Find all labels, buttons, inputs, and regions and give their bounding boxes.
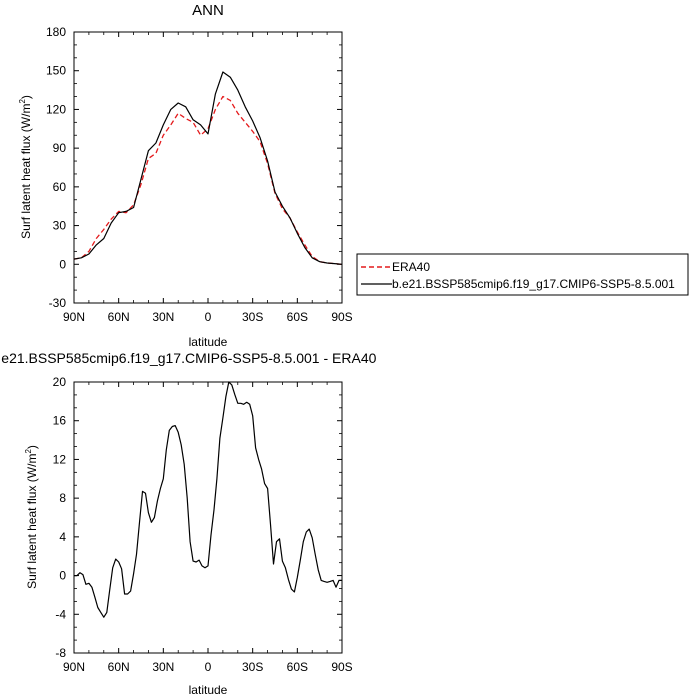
y-tick-label: 0 (59, 257, 66, 271)
top-y-label-main: Surf latent heat flux (W/m (19, 104, 33, 239)
top-y-label-sup: 2 (18, 99, 27, 104)
x-tick-label: 60N (108, 310, 130, 324)
top-y-axis-label: Surf latent heat flux (W/m2) (18, 95, 33, 239)
x-tick-label: 60S (287, 310, 308, 324)
bottom-series-group (74, 381, 342, 618)
x-tick-label: 60S (287, 660, 308, 674)
top-y-label-close: ) (19, 95, 33, 99)
y-tick-label: 8 (59, 491, 66, 505)
top-y-axis: -30 0 30 60 90 120 150 180 (46, 25, 342, 310)
legend: ERA40 b.e21.BSSP585cmip6.f19_g17.CMIP6-S… (356, 253, 689, 296)
bottom-y-label-main: Surf latent heat flux (W/m (25, 454, 39, 589)
y-tick-label: 30 (53, 219, 67, 233)
top-plot-frame (73, 31, 343, 304)
y-tick-label: 4 (59, 530, 66, 544)
x-tick-label: 30N (152, 310, 174, 324)
y-tick-label: -4 (55, 607, 66, 621)
y-tick-label: 20 (53, 375, 67, 389)
top-series-group (73, 71, 343, 265)
bottom-plot-frame (73, 381, 343, 654)
top-x-axis-label: latitude (189, 335, 228, 349)
x-tick-label: 90S (331, 660, 352, 674)
y-tick-label: -30 (49, 296, 67, 310)
y-tick-label: 90 (53, 141, 67, 155)
x-tick-label: 90N (63, 310, 85, 324)
y-tick-label: 0 (59, 569, 66, 583)
x-tick-label: 30N (152, 660, 174, 674)
legend-box (356, 253, 689, 296)
bottom-y-axis: -8 -4 0 4 8 12 16 20 (53, 375, 342, 660)
bottom-y-label-sup: 2 (24, 449, 33, 454)
x-tick-label: 60N (108, 660, 130, 674)
top-chart-title: ANN (192, 2, 224, 19)
x-tick-label: 30S (242, 660, 263, 674)
y-tick-label: 16 (53, 414, 67, 428)
era40-series-line (73, 95, 343, 265)
legend-label-model: b.e21.BSSP585cmip6.f19_g17.CMIP6-SSP5-8.… (392, 277, 675, 291)
legend-label-era40: ERA40 (392, 260, 430, 274)
bottom-chart-title: b.e21.BSSP585cmip6.f19_g17.CMIP6-SSP5-8.… (0, 350, 377, 366)
x-tick-label: 30S (242, 310, 263, 324)
y-tick-label: -8 (55, 646, 66, 660)
bottom-y-axis-label: Surf latent heat flux (W/m2) (24, 445, 39, 589)
y-tick-label: 12 (53, 452, 67, 466)
bottom-y-label-close: ) (25, 445, 39, 449)
top-panel: ANN -30 0 30 60 90 120 150 180 90N 60N 30N 0 30S 60S… (18, 2, 689, 349)
y-tick-label: 180 (46, 25, 66, 39)
bottom-x-axis: 90N 60N 30N 0 30S 60S 90S (63, 382, 353, 674)
model-series-line (73, 71, 343, 265)
top-x-axis: 90N 60N 30N 0 30S 60S 90S (63, 32, 353, 324)
bottom-panel: b.e21.BSSP585cmip6.f19_g17.CMIP6-SSP5-8.… (0, 350, 377, 697)
x-tick-label: 90S (331, 310, 352, 324)
bottom-x-axis-label: latitude (189, 683, 228, 697)
difference-series-line (74, 381, 342, 618)
x-tick-label: 90N (63, 660, 85, 674)
y-tick-label: 60 (53, 180, 67, 194)
y-tick-label: 120 (46, 102, 66, 116)
x-tick-label: 0 (205, 310, 212, 324)
y-tick-label: 150 (46, 64, 66, 78)
x-tick-label: 0 (205, 660, 212, 674)
